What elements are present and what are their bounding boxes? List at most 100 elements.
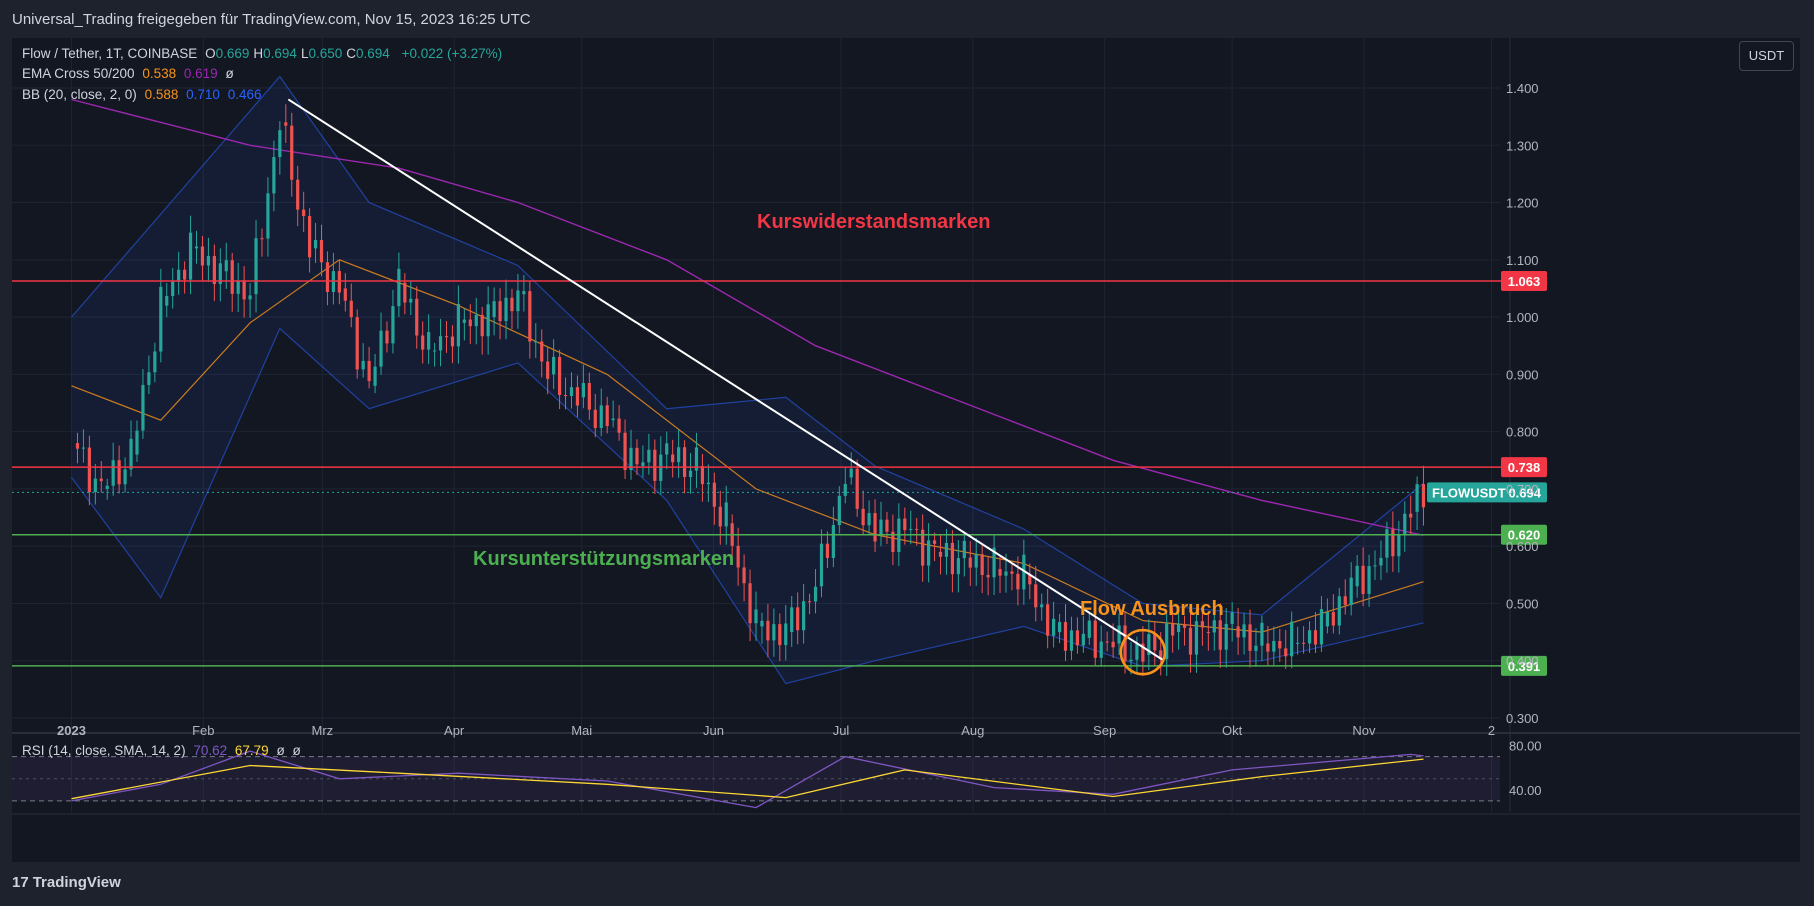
rsi-legend[interactable]: RSI (14, close, SMA, 14, 2) 70.62 67.79 … bbox=[22, 743, 305, 758]
rsi-ma-line bbox=[71, 758, 1424, 800]
candle-body bbox=[200, 246, 205, 266]
candle-body bbox=[313, 240, 318, 249]
chart-frame[interactable] bbox=[12, 38, 1800, 862]
candle-body bbox=[1379, 557, 1383, 566]
price-tick-label: 1.100 bbox=[1506, 253, 1539, 268]
candle-body bbox=[617, 418, 621, 433]
level-price-label: 1.063 bbox=[1508, 274, 1541, 289]
candle-body bbox=[194, 246, 199, 249]
candle-body bbox=[319, 240, 324, 263]
share-header: Universal_Trading freigegeben für Tradin… bbox=[0, 0, 1814, 38]
candle-body bbox=[623, 432, 627, 470]
ema-legend[interactable]: EMA Cross 50/200 0.538 0.619 ø bbox=[22, 66, 238, 81]
candle-body bbox=[1266, 643, 1270, 652]
bb-legend[interactable]: BB (20, close, 2, 0) 0.588 0.710 0.466 bbox=[22, 87, 266, 102]
candle-body bbox=[444, 336, 449, 338]
candle-body bbox=[1319, 609, 1324, 645]
candle-body bbox=[1367, 566, 1371, 594]
candle-body bbox=[290, 125, 294, 180]
ohlc-key-c: C bbox=[346, 46, 357, 61]
ema-visibility-icon[interactable]: ø bbox=[225, 66, 234, 81]
currency-button[interactable]: USDT bbox=[1739, 41, 1794, 71]
candle-body bbox=[1278, 640, 1282, 649]
candle-body bbox=[117, 460, 121, 485]
candle-body bbox=[772, 624, 776, 641]
rsi-ma-visibility-icon[interactable]: ø bbox=[292, 743, 301, 758]
candle-body bbox=[510, 297, 514, 312]
candle-body bbox=[379, 330, 383, 367]
candle-body bbox=[1200, 621, 1204, 628]
support-annotation: Kursunterstützungsmarken bbox=[473, 548, 734, 570]
candle-body bbox=[242, 280, 246, 300]
candle-body bbox=[742, 567, 746, 584]
candle-body bbox=[962, 540, 966, 559]
candle-body bbox=[432, 350, 437, 352]
candle-body bbox=[1313, 630, 1318, 645]
candle-body bbox=[147, 372, 151, 385]
candle-body bbox=[1129, 659, 1133, 662]
candle-body bbox=[909, 528, 913, 530]
candle-body bbox=[236, 280, 240, 294]
level-price-tag bbox=[1501, 655, 1547, 676]
candle-body bbox=[1272, 640, 1276, 652]
candle-body bbox=[278, 130, 282, 158]
candle-body bbox=[1284, 648, 1288, 657]
time-tick-label: 2 bbox=[1488, 723, 1495, 738]
candle-body bbox=[415, 298, 419, 336]
candle-body bbox=[1063, 622, 1068, 651]
candle-body bbox=[867, 513, 871, 526]
candle-body bbox=[165, 296, 169, 306]
ema-label: EMA Cross 50/200 bbox=[22, 66, 135, 81]
candle-body bbox=[1206, 632, 1210, 634]
candle-body bbox=[1171, 623, 1175, 636]
candle-body bbox=[254, 238, 258, 295]
candle-body bbox=[177, 269, 181, 282]
price-tick-label: 1.400 bbox=[1506, 81, 1539, 96]
time-tick-label: Jul bbox=[833, 723, 850, 738]
level-price-tag bbox=[1501, 457, 1547, 478]
rsi-ma-value: 67.79 bbox=[234, 743, 269, 758]
candle-body bbox=[397, 268, 401, 307]
candle-body bbox=[546, 361, 550, 379]
candle-body bbox=[1355, 565, 1359, 587]
time-tick-label: Sep bbox=[1093, 723, 1116, 738]
candle-body bbox=[974, 554, 978, 568]
candle-body bbox=[581, 383, 585, 398]
candle-body bbox=[468, 319, 472, 327]
candle-body bbox=[528, 291, 532, 342]
publisher-line: Universal_Trading freigegeben für Tradin… bbox=[12, 11, 531, 28]
time-tick-label: Jun bbox=[703, 723, 724, 738]
candle-body bbox=[343, 288, 347, 301]
candle-body bbox=[1176, 624, 1181, 633]
candle-body bbox=[825, 543, 830, 558]
candle-body bbox=[879, 519, 883, 535]
candle-body bbox=[998, 569, 1002, 576]
candle-body bbox=[260, 238, 264, 240]
candle-body bbox=[1046, 604, 1050, 636]
candle-body bbox=[712, 482, 716, 507]
candle-body bbox=[932, 540, 937, 544]
symbol-legend[interactable]: Flow / Tether, 1T, COINBASE O0.669 H0.694… bbox=[22, 46, 506, 61]
candle-body bbox=[653, 449, 657, 481]
candle-body bbox=[296, 179, 300, 210]
candle-body bbox=[647, 449, 651, 463]
rsi-tick-label: 40.00 bbox=[1509, 783, 1542, 798]
time-tick-label: Apr bbox=[444, 723, 465, 738]
candle-body bbox=[87, 447, 91, 493]
candle-body bbox=[1218, 620, 1222, 650]
tradingview-logo[interactable]: 17 TradingView bbox=[12, 874, 121, 891]
candle-body bbox=[540, 341, 544, 362]
candle-body bbox=[1016, 573, 1020, 590]
candle-body bbox=[391, 306, 395, 344]
candle-body bbox=[272, 157, 276, 194]
candle-body bbox=[1135, 643, 1139, 660]
candle-body bbox=[93, 478, 97, 493]
candle-body bbox=[1307, 630, 1312, 644]
candle-body bbox=[99, 478, 103, 482]
rsi-visibility-icon[interactable]: ø bbox=[276, 743, 285, 758]
bollinger-upper-line bbox=[71, 75, 1424, 616]
candle-body bbox=[1373, 565, 1377, 567]
candle-body bbox=[927, 540, 931, 566]
candle-body bbox=[1010, 571, 1014, 574]
